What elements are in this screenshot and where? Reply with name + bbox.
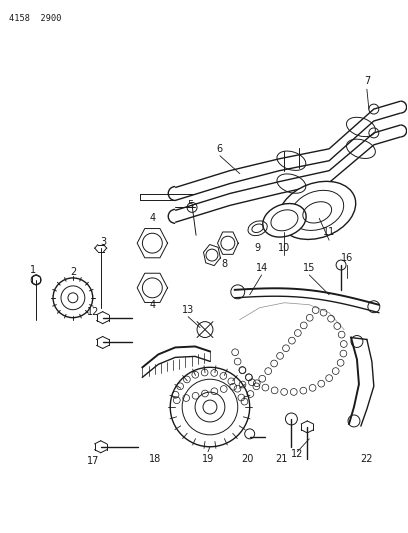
Text: 9: 9 [255, 243, 261, 253]
Ellipse shape [263, 204, 306, 237]
Text: 4: 4 [149, 300, 155, 310]
Text: 3: 3 [101, 237, 107, 247]
Text: 11: 11 [323, 227, 335, 237]
Text: 5: 5 [187, 200, 193, 211]
Text: 21: 21 [275, 454, 288, 464]
Text: 15: 15 [303, 263, 315, 273]
Text: 22: 22 [361, 454, 373, 464]
Text: 7: 7 [364, 76, 370, 86]
Text: 10: 10 [278, 243, 290, 253]
Text: 17: 17 [86, 456, 99, 466]
Text: 14: 14 [255, 263, 268, 273]
Text: 13: 13 [182, 305, 194, 314]
Text: 2: 2 [70, 267, 76, 277]
Text: 4158  2900: 4158 2900 [9, 14, 62, 23]
Text: 12: 12 [86, 306, 99, 317]
Text: 4: 4 [149, 213, 155, 223]
Text: 1: 1 [30, 265, 36, 275]
Text: 20: 20 [242, 454, 254, 464]
Text: 19: 19 [202, 454, 214, 464]
Text: 18: 18 [149, 454, 162, 464]
Ellipse shape [271, 210, 298, 231]
Ellipse shape [279, 181, 356, 239]
Text: 8: 8 [222, 259, 228, 269]
Text: 16: 16 [341, 253, 353, 263]
Text: 12: 12 [291, 449, 304, 459]
Text: 6: 6 [217, 144, 223, 154]
Ellipse shape [291, 190, 344, 230]
